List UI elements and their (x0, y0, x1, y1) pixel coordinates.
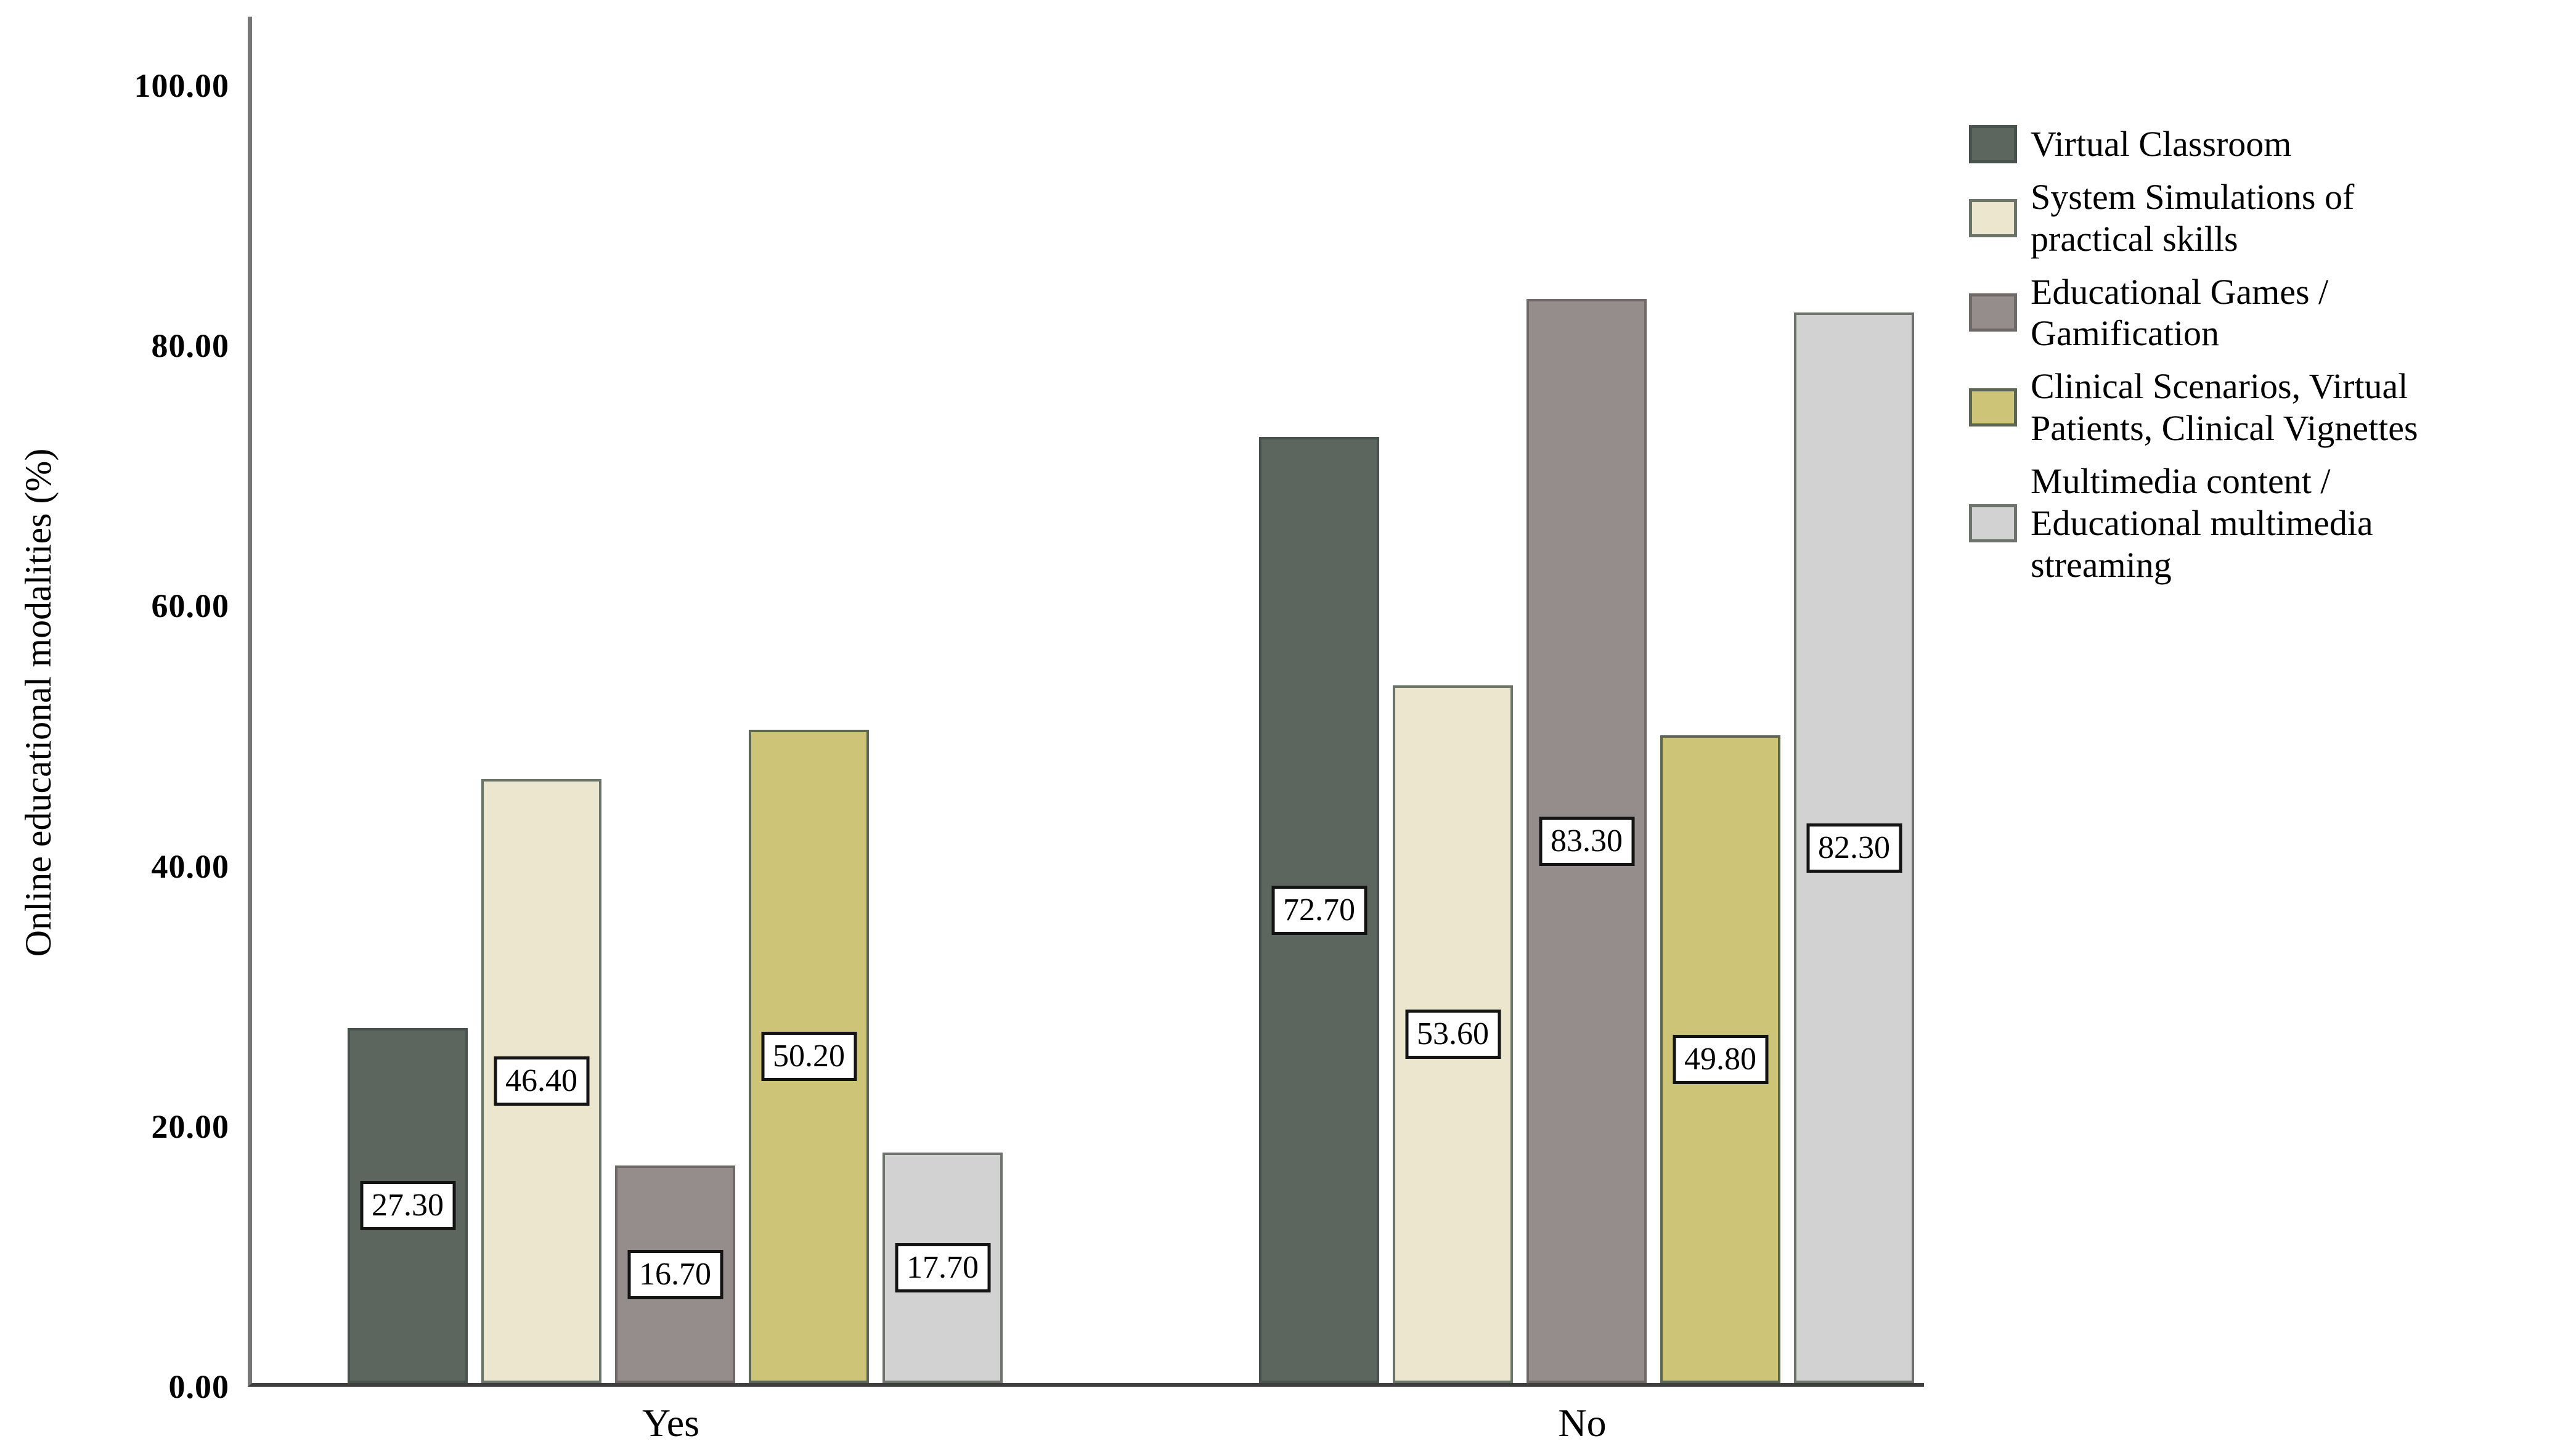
legend-swatch-icon (1969, 388, 2017, 427)
bar-value-label: 50.20 (761, 1032, 857, 1081)
bar-group-no: 72.70 53.60 83.30 49.80 82.30 (1259, 299, 1914, 1383)
legend-swatch-icon (1969, 124, 2017, 163)
legend-entry-4: Clinical Scenarios, Virtual Patients, Cl… (1969, 365, 2567, 449)
bar-no-series-3: 83.30 (1526, 299, 1647, 1383)
legend-entry-label: Clinical Scenarios, Virtual Patients, Cl… (2031, 366, 2418, 449)
legend-entry-2: System Simulations of practical skills (1969, 176, 2567, 260)
y-tick-label-0.00: 0.00 (168, 1368, 229, 1405)
bar-value-label: 72.70 (1271, 885, 1367, 935)
legend-entry-3: Educational Games / Gamification (1969, 271, 2567, 355)
bar-value-label: 49.80 (1673, 1034, 1768, 1084)
category-label-yes: Yes (642, 1401, 700, 1445)
bar-value-label: 46.40 (494, 1056, 589, 1106)
legend-entry-label: Virtual Classroom (2031, 124, 2292, 164)
legend-entry-5: Multimedia content / Educational multime… (1969, 460, 2567, 586)
legend-swatch-icon (1969, 293, 2017, 332)
legend-entry-1: Virtual Classroom (1969, 123, 2567, 165)
bar-yes-series-2: 46.40 (481, 779, 601, 1383)
bar-no-series-5: 82.30 (1794, 312, 1914, 1383)
category-label-no: No (1558, 1401, 1607, 1445)
bar-no-series-1: 72.70 (1259, 437, 1379, 1383)
bar-yes-series-5: 17.70 (882, 1153, 1003, 1383)
bar-yes-series-4: 50.20 (749, 730, 869, 1383)
bar-value-label: 16.70 (627, 1249, 723, 1299)
bar-group-yes: 27.30 46.40 16.70 50.20 17.70 (348, 730, 1003, 1383)
plot-area: 27.30 46.40 16.70 50.20 17.70 72.70 53.60 83.30… (248, 17, 1924, 1387)
y-tick-label-20.00: 20.00 (151, 1108, 229, 1145)
bar-value-label: 27.30 (360, 1181, 455, 1230)
bar-value-label: 82.30 (1806, 823, 1902, 873)
legend-entry-label: Multimedia content / Educational multime… (2031, 461, 2373, 585)
legend-entry-label: System Simulations of practical skills (2031, 176, 2355, 259)
legend-swatch-icon (1969, 504, 2017, 542)
legend: Virtual Classroom System Simulations of p… (1969, 123, 2567, 586)
bar-yes-series-3: 16.70 (615, 1165, 735, 1383)
bar-value-label: 53.60 (1405, 1010, 1501, 1059)
bar-value-label: 83.30 (1539, 816, 1634, 866)
bar-yes-series-1: 27.30 (348, 1028, 468, 1383)
bar-value-label: 17.70 (895, 1243, 990, 1292)
y-tick-label-100.00: 100.00 (134, 67, 229, 104)
y-tick-label-40.00: 40.00 (151, 847, 229, 885)
bar-no-series-2: 53.60 (1393, 685, 1513, 1383)
legend-swatch-icon (1969, 198, 2017, 237)
y-tick-label-80.00: 80.00 (151, 327, 229, 365)
bar-no-series-4: 49.80 (1660, 735, 1780, 1383)
legend-entry-label: Educational Games / Gamification (2031, 271, 2329, 354)
y-tick-label-60.00: 60.00 (151, 587, 229, 625)
